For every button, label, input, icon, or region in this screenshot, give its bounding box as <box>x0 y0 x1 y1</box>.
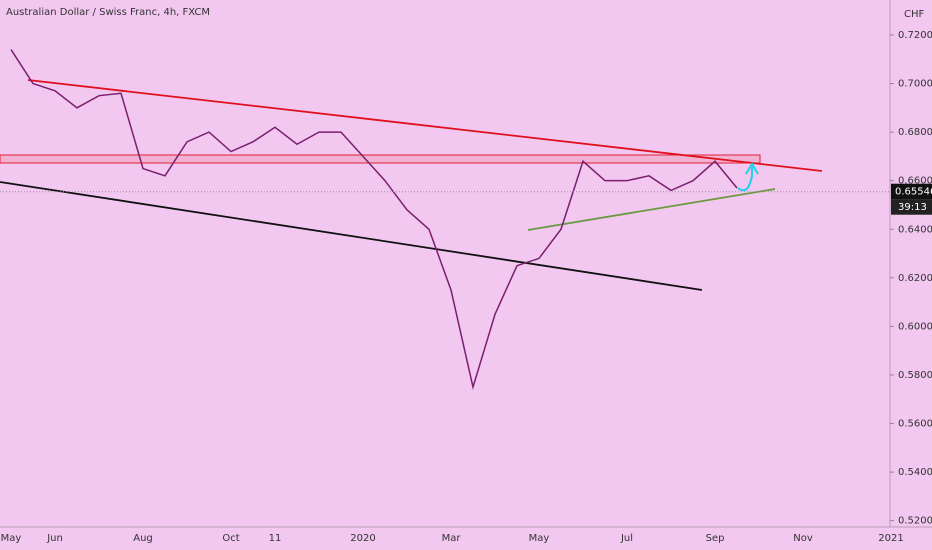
x-tick-label: May <box>1 533 22 544</box>
x-tick-label: Aug <box>133 533 153 544</box>
x-tick-label: Sep <box>706 533 725 544</box>
chart-title: Australian Dollar / Swiss Franc, 4h, FXC… <box>6 7 210 18</box>
resistance-zone <box>0 154 761 164</box>
x-tick-label: Jun <box>46 533 63 544</box>
trendline <box>527 188 776 231</box>
x-tick-label: May <box>529 533 550 544</box>
y-tick-label: 0.72000 <box>898 30 932 41</box>
price-tag-text: 0.65546 <box>895 187 932 198</box>
x-tick-label: Nov <box>793 533 813 544</box>
trendline <box>27 79 823 172</box>
price-tag <box>891 183 932 200</box>
x-tick-label: Oct <box>222 533 239 544</box>
arrow <box>737 162 759 192</box>
x-tick-label: 2021 <box>878 533 903 544</box>
axis-label: CHF <box>904 9 925 20</box>
countdown-tag <box>891 199 932 215</box>
price-line <box>10 49 738 391</box>
x-tick-label: Jul <box>620 533 633 544</box>
x-tick-label: 2020 <box>350 533 375 544</box>
countdown-text: 39:13 <box>898 202 927 213</box>
x-tick-label: Mar <box>442 533 462 544</box>
x-tick-label: 11 <box>269 533 282 544</box>
trendline <box>0 181 703 291</box>
